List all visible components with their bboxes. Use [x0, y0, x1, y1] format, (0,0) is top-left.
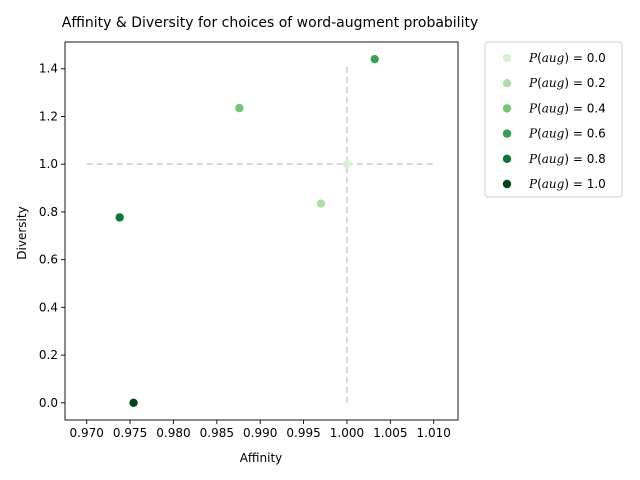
data-point-0.2: [316, 199, 326, 208]
data-point-0.8: [115, 213, 124, 222]
plot-area: [64, 41, 459, 421]
axes-frame: [64, 41, 459, 421]
legend-label: P(aug) = 0.0: [528, 51, 606, 65]
y-tick-label: 0.0: [39, 396, 58, 410]
y-tick-label: 1.2: [39, 109, 58, 123]
x-tick-label: 0.980: [156, 426, 190, 440]
data-point-0.6: [370, 54, 379, 64]
legend-label: P(aug) = 0.8: [528, 152, 606, 166]
x-axis-label: Affinity: [240, 451, 283, 465]
y-tick-label: 1.0: [39, 157, 58, 171]
data-point-1.0: [129, 398, 138, 408]
x-tick-label: 0.970: [70, 426, 104, 440]
legend-label: P(aug) = 1.0: [528, 177, 606, 191]
y-tick-label: 0.6: [39, 253, 58, 267]
y-tick-label: 0.8: [39, 205, 58, 219]
y-axis: 0.0 0.2 0.4 0.6 0.8 1.0 1.2 1.4: [39, 62, 65, 410]
legend: P(aug) = 0.0 P(aug) = 0.2 P(aug) = 0.4 P(au…: [484, 41, 623, 198]
x-tick-label: 0.985: [200, 426, 234, 440]
chart-title: Affinity & Diversity for choices of word…: [62, 15, 479, 31]
legend-box: [484, 41, 623, 198]
x-tick-label: 0.975: [113, 426, 147, 440]
x-tick-label: 0.990: [243, 426, 277, 440]
x-tick-label: 1.010: [417, 426, 451, 440]
x-tick-label: 0.995: [286, 426, 320, 440]
legend-label: P(aug) = 0.2: [528, 76, 606, 90]
legend-label: P(aug) = 0.4: [528, 101, 606, 115]
legend-marker: [502, 79, 512, 88]
x-tick-label: 1.000: [330, 426, 364, 440]
data-point-0.0: [342, 159, 352, 169]
legend-marker: [502, 179, 512, 189]
data-point-0.4: [235, 103, 244, 113]
legend-marker: [502, 154, 512, 163]
y-tick-label: 0.2: [39, 348, 58, 362]
y-tick-label: 1.4: [39, 62, 58, 76]
y-tick-label: 0.4: [39, 300, 58, 314]
y-axis-label: Diversity: [15, 206, 29, 259]
legend-label: P(aug) = 0.6: [528, 127, 606, 141]
legend-marker: [502, 129, 512, 138]
x-tick-label: 1.005: [373, 426, 407, 440]
x-axis: 0.970 0.975 0.980 0.985 0.990 0.995 1.000 1.005…: [70, 420, 451, 440]
legend-marker: [502, 53, 512, 63]
legend-marker: [502, 104, 512, 113]
